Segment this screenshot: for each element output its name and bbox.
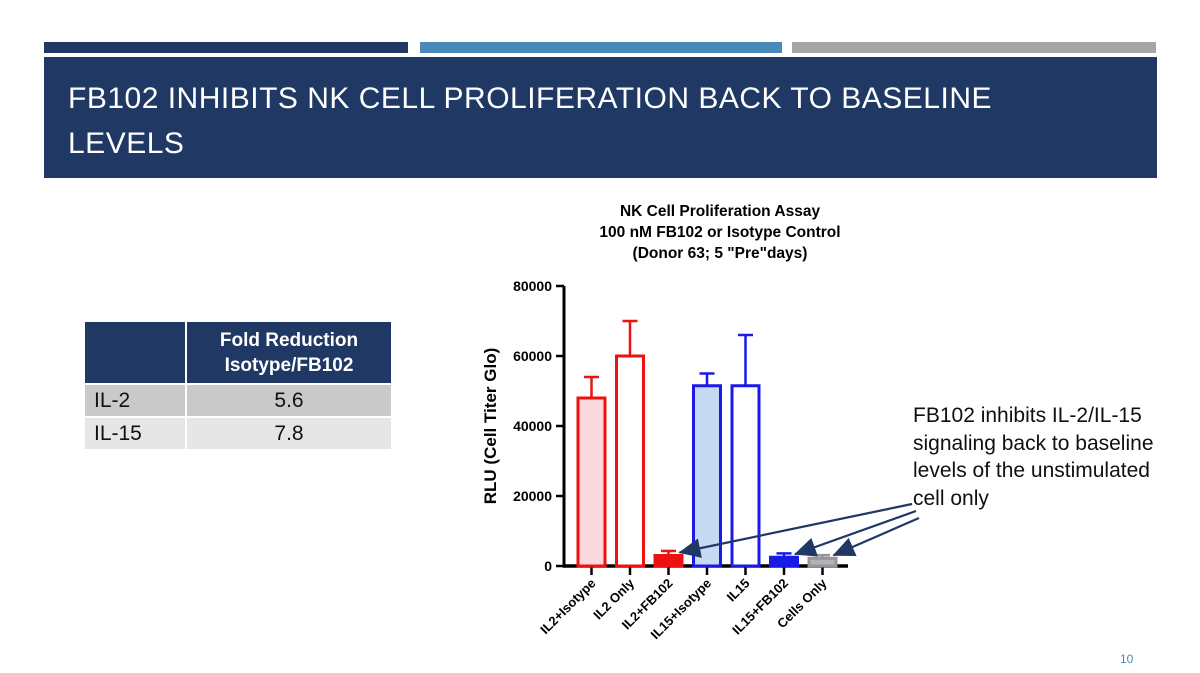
y-tick-label: 40000: [513, 418, 552, 434]
bar-chart: 0 20000 40000 60000 80000 RLU (Cell Titer Glo…: [481, 278, 920, 642]
bar-cells-only: [807, 556, 838, 568]
bar-il2-fb102: [653, 554, 684, 568]
annotation-arrow: [678, 502, 913, 558]
y-axis-label: RLU (Cell Titer Glo): [481, 348, 500, 504]
table-row-value: 5.6: [187, 385, 391, 416]
accent-bar-navy: [44, 42, 408, 53]
x-tick-label: IL15: [724, 576, 753, 605]
fold-reduction-table: Fold Reduction Isotype/FB102 IL-2 5.6 IL…: [85, 322, 391, 449]
bar-il2-isotype: [576, 396, 607, 568]
table-header-empty: [85, 322, 185, 383]
y-tick-label: 0: [544, 558, 552, 574]
y-tick-label: 80000: [513, 278, 552, 294]
y-tick-label: 20000: [513, 488, 552, 504]
annotation-arrow: [793, 509, 917, 557]
chart-title: NK Cell Proliferation Assay 100 nM FB102…: [599, 203, 841, 262]
accent-bar-gray: [792, 42, 1156, 53]
y-tick-label: 60000: [513, 348, 552, 364]
slide-title: FB102 INHIBITS NK CELL PROLIFERATION BAC…: [68, 82, 992, 160]
bar-il15-fb102: [769, 555, 799, 568]
bar-il2-only: [615, 354, 645, 568]
table-row-label: IL-2: [85, 385, 185, 416]
annotation-text: FB102 inhibits IL-2/IL-15 signaling back…: [913, 404, 1154, 510]
accent-bar-blue: [420, 42, 782, 53]
page-number: 10: [1120, 652, 1134, 666]
table-header-fold-reduction: Fold Reduction Isotype/FB102: [187, 322, 391, 383]
annotation-arrow: [832, 516, 920, 557]
table-row-value: 7.8: [187, 418, 391, 449]
x-tick-label: IL2+Isotype: [537, 576, 598, 637]
table-row-label: IL-15: [85, 418, 185, 449]
bar-il15-isotype: [692, 384, 722, 568]
title-banner: FB102 INHIBITS NK CELL PROLIFERATION BAC…: [44, 57, 1157, 178]
